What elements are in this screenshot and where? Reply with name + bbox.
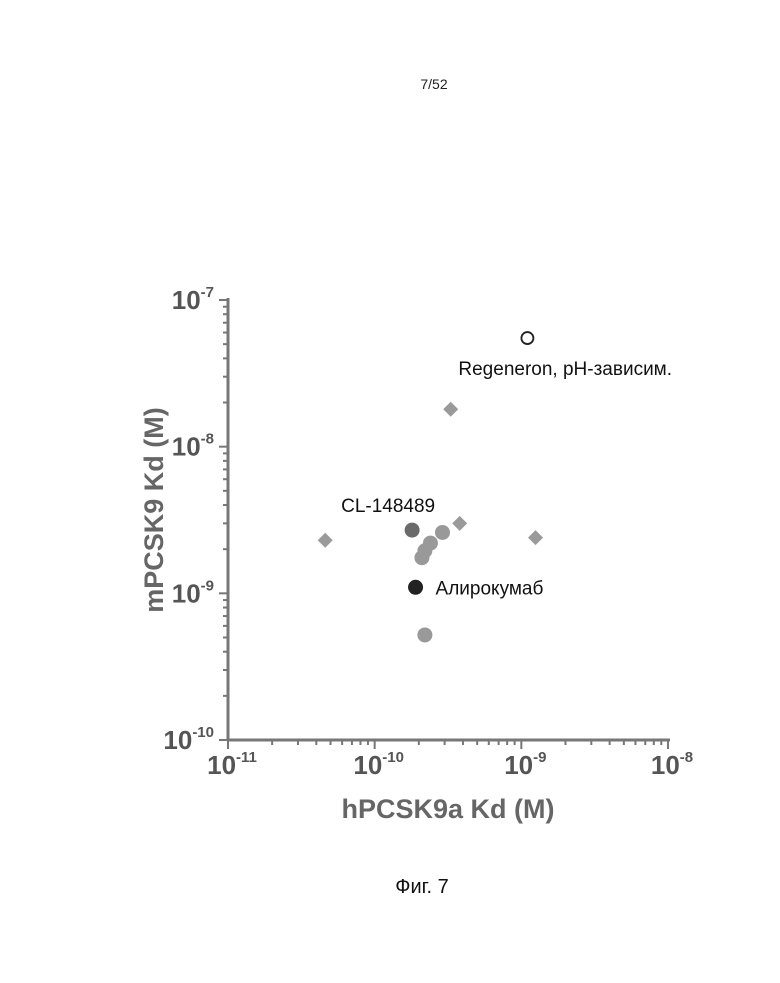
annotation-label: Алирокумаб (436, 578, 544, 599)
x-tick-label: 10-10 (353, 749, 404, 780)
data-point-diamond (452, 516, 467, 531)
data-point-circle (414, 550, 429, 565)
data-point-circle (405, 523, 420, 538)
y-axis-title: mPCSK9 Kd (M) (139, 407, 169, 613)
data-point-circle (435, 525, 450, 540)
x-tick-label: 10-8 (651, 749, 693, 780)
chart-annotations: Regeneron, pH-зависим. CL-148489 Алирокума… (341, 359, 672, 599)
x-axis-title: hPCSK9a Kd (M) (341, 794, 554, 824)
data-point-diamond (318, 533, 333, 548)
data-point-circle (408, 580, 423, 595)
y-tick-label: 10-7 (172, 284, 214, 315)
data-point-circle (417, 627, 432, 642)
annotation-label: CL-148489 (341, 496, 435, 517)
figure-caption: Фиг. 7 (0, 876, 780, 899)
y-tick-label: 10-8 (172, 431, 214, 462)
annotation-label: Regeneron, pH-зависим. (458, 359, 672, 380)
y-tick-label: 10-9 (172, 577, 214, 608)
x-tick-label: 10-9 (504, 749, 546, 780)
data-point-diamond (528, 530, 543, 545)
data-point-open-circle (521, 332, 533, 344)
x-tick-label: 10-11 (207, 749, 257, 780)
data-point-diamond (443, 402, 458, 417)
